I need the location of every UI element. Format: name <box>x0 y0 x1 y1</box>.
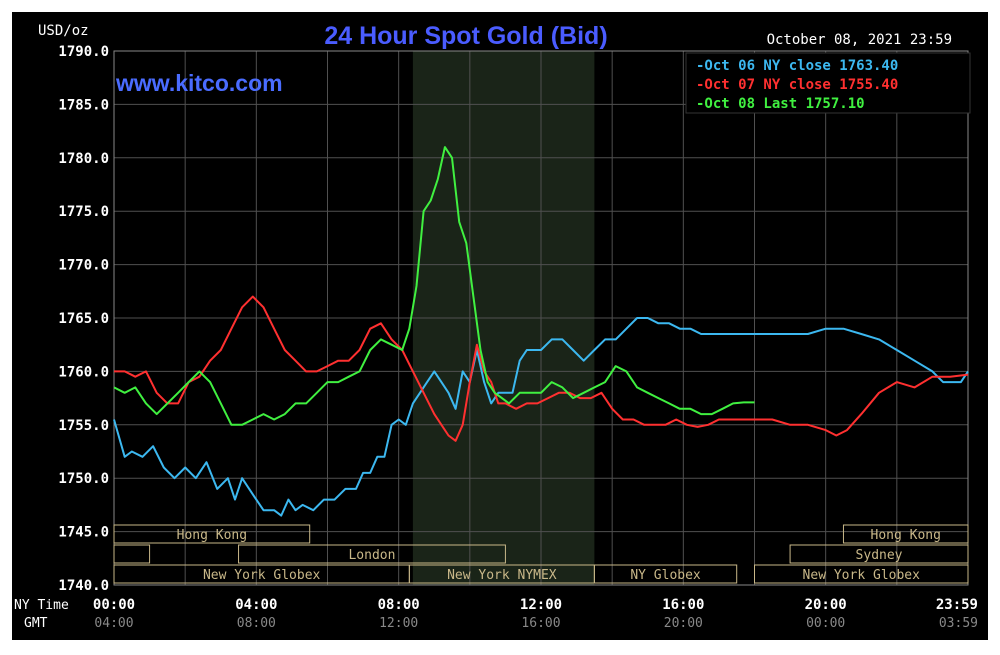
session-label: New York Globex <box>203 568 321 583</box>
x-tick-ny: 16:00 <box>662 597 704 613</box>
y-tick-label: 1745.0 <box>58 525 109 541</box>
x-tick-ny: 00:00 <box>93 597 135 613</box>
x-tick-gmt: 03:59 <box>939 616 978 631</box>
y-tick-label: 1755.0 <box>58 418 109 434</box>
session-bar <box>842 524 969 544</box>
x-tick-ny: 20:00 <box>805 597 847 613</box>
x-tick-gmt: 12:00 <box>379 616 418 631</box>
chart-title: 24 Hour Spot Gold (Bid) <box>324 22 607 50</box>
session-bar <box>593 564 738 584</box>
session-label: Sydney <box>856 548 903 563</box>
y-tick-label: 1785.0 <box>58 97 109 113</box>
y-axis-label: USD/oz <box>38 23 89 39</box>
legend-entry: -Oct 07 NY close 1755.40 <box>696 77 898 93</box>
x-tick-gmt: 04:00 <box>94 616 133 631</box>
x-tick-ny: 12:00 <box>520 597 562 613</box>
y-tick-label: 1775.0 <box>58 204 109 220</box>
ny-time-label: NY Time <box>14 598 69 613</box>
watermark: www.kitco.com <box>115 70 283 96</box>
series-line <box>113 146 755 426</box>
grid-lines <box>113 50 969 586</box>
x-tick-gmt: 08:00 <box>237 616 276 631</box>
y-tick-label: 1740.0 <box>58 578 109 594</box>
x-tick-ny: 23:59 <box>936 597 978 613</box>
x-axis-ticks: 00:00 04:00 04:00 08:00 08:00 12:00 12:00 16:00… <box>93 597 978 631</box>
legend-entry: -Oct 06 NY close 1763.40 <box>696 58 898 74</box>
x-tick-ny: 04:00 <box>235 597 277 613</box>
session-bar <box>789 544 969 564</box>
gmt-label: GMT <box>24 616 48 631</box>
legend: -Oct 06 NY close 1763.40 -Oct 07 NY close… <box>696 58 898 112</box>
x-tick-ny: 08:00 <box>378 597 420 613</box>
session-label: NY Globex <box>630 568 701 583</box>
y-tick-label: 1770.0 <box>58 258 109 274</box>
session-label: New York Globex <box>803 568 921 583</box>
session-bar <box>113 544 151 564</box>
y-tick-label: 1790.0 <box>58 44 109 60</box>
session-bar <box>113 524 311 544</box>
session-label: London <box>348 548 395 563</box>
legend-box <box>685 52 971 114</box>
y-tick-label: 1765.0 <box>58 311 109 327</box>
chart-date: October 08, 2021 23:59 <box>767 32 952 48</box>
plot-frame <box>113 50 969 586</box>
session-label: New York NYMEX <box>447 568 557 583</box>
session-label: Hong Kong <box>177 528 247 543</box>
session-bar <box>754 564 969 584</box>
series-line <box>114 295 969 442</box>
legend-entry: -Oct 08 Last 1757.10 <box>696 96 865 112</box>
market-sessions: Hong Kong London New York Globex New York N… <box>113 524 969 584</box>
series-lines <box>113 146 969 517</box>
y-tick-label: 1750.0 <box>58 471 109 487</box>
y-tick-label: 1780.0 <box>58 151 109 167</box>
session-bar <box>238 544 506 564</box>
y-axis-ticks: 1790.0 1785.0 1780.0 1775.0 1770.0 1765.0 1760… <box>58 44 109 594</box>
x-tick-gmt: 00:00 <box>806 616 845 631</box>
session-label: Hong Kong <box>871 528 941 543</box>
y-tick-label: 1760.0 <box>58 364 109 380</box>
x-tick-gmt: 16:00 <box>521 616 560 631</box>
x-tick-gmt: 20:00 <box>664 616 703 631</box>
